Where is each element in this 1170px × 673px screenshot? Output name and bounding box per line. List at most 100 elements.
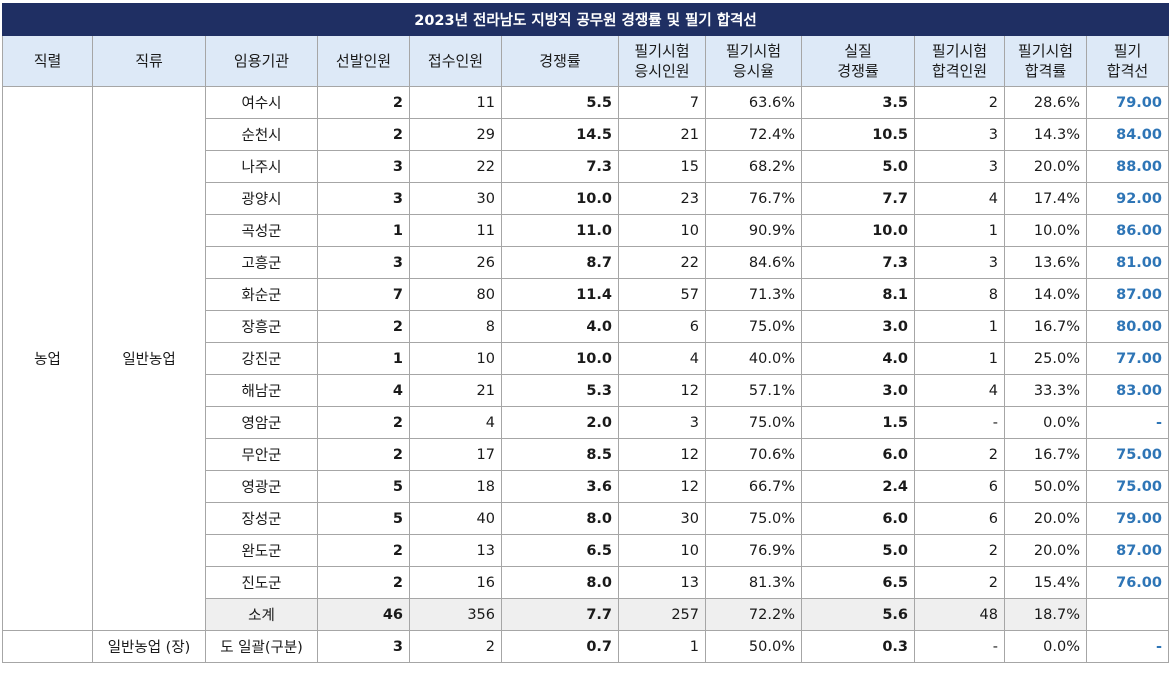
cell-passers: 6 — [914, 502, 1005, 535]
header-category: 직류 — [92, 35, 206, 87]
cell-rate: 4.0 — [501, 310, 619, 343]
cell-applicants: 17 — [409, 438, 502, 471]
cell-takers: 21 — [618, 118, 706, 151]
cell-agency: 해남군 — [205, 374, 318, 407]
cell-pass-ratio: 10.0% — [1004, 214, 1087, 247]
table-row: 곡성군 1 11 11.0 10 90.9% 10.0 1 10.0% 86.00 — [3, 214, 1169, 247]
cell-agency: 여수시 — [205, 86, 318, 119]
table-row: 순천시 2 29 14.5 21 72.4% 10.5 3 14.3% 84.00 — [3, 118, 1169, 151]
cell-agency: 광양시 — [205, 182, 318, 215]
cell-rate: 10.0 — [501, 182, 619, 215]
cell-rate: 7.3 — [501, 150, 619, 183]
cell-pass-ratio: 14.3% — [1004, 118, 1087, 151]
cell-agency: 나주시 — [205, 150, 318, 183]
cell-take-ratio: 72.2% — [705, 598, 802, 631]
cell-real-rate: 1.5 — [801, 406, 915, 439]
cell-agency: 고흥군 — [205, 246, 318, 279]
cell-rate: 0.7 — [501, 630, 619, 663]
cell-cutoff: 79.00 — [1086, 502, 1169, 535]
cell-cutoff: 81.00 — [1086, 246, 1169, 279]
cell-take-ratio: 40.0% — [705, 342, 802, 375]
cell-take-ratio: 76.9% — [705, 534, 802, 567]
cell-agency: 장흥군 — [205, 310, 318, 343]
cell-passers: 2 — [914, 86, 1005, 119]
table-row: 농업 일반농업 여수시 2 11 5.5 7 63.6% 3.5 2 28.6% 79.00 — [2, 86, 1169, 631]
cell-pass-ratio: 15.4% — [1004, 566, 1087, 599]
cell-pass-ratio: 18.7% — [1004, 598, 1087, 631]
cell-take-ratio: 81.3% — [705, 566, 802, 599]
cell-cutoff: 87.00 — [1086, 278, 1169, 311]
cell-takers: 3 — [618, 406, 706, 439]
table-title: 2023년 전라남도 지방직 공무원 경쟁률 및 필기 합격선 — [2, 3, 1169, 36]
cell-agency: 순천시 — [205, 118, 318, 151]
cell-passers: - — [914, 630, 1005, 663]
cell-pass-ratio: 20.0% — [1004, 502, 1087, 535]
cell-applicants: 356 — [409, 598, 502, 631]
cell-cutoff: 88.00 — [1086, 150, 1169, 183]
cell-real-rate: 10.0 — [801, 214, 915, 247]
cell-applicants: 26 — [409, 246, 502, 279]
cell-passers: 2 — [914, 438, 1005, 471]
cell-passers: 2 — [914, 566, 1005, 599]
cell-take-ratio: 84.6% — [705, 246, 802, 279]
cell-applicants: 8 — [409, 310, 502, 343]
cell-takers: 4 — [618, 342, 706, 375]
cell-real-rate: 10.5 — [801, 118, 915, 151]
cell-agency: 도 일괄(구분) — [205, 630, 318, 663]
cell-applicants: 29 — [409, 118, 502, 151]
cell-agency: 무안군 — [205, 438, 318, 471]
cell-applicants: 16 — [409, 566, 502, 599]
cell-take-ratio: 75.0% — [705, 406, 802, 439]
header-cutoff: 필기 합격선 — [1086, 35, 1169, 87]
cell-takers: 15 — [618, 150, 706, 183]
table-row: 고흥군 3 26 8.7 22 84.6% 7.3 3 13.6% 81.00 — [3, 246, 1169, 279]
cell-agency: 장성군 — [205, 502, 318, 535]
cell-cutoff: 87.00 — [1086, 534, 1169, 567]
cell-agency: 곡성군 — [205, 214, 318, 247]
cell-real-rate: 4.0 — [801, 342, 915, 375]
table-row: 장흥군 2 8 4.0 6 75.0% 3.0 1 16.7% 80.00 — [3, 310, 1169, 343]
cell-series: 농업 — [2, 86, 93, 631]
cell-selected: 2 — [317, 86, 410, 119]
cell-real-rate: 5.0 — [801, 534, 915, 567]
cell-real-rate: 0.3 — [801, 630, 915, 663]
cell-take-ratio: 50.0% — [705, 630, 802, 663]
cell-pass-ratio: 13.6% — [1004, 246, 1087, 279]
cell-pass-ratio: 28.6% — [1004, 86, 1087, 119]
cell-pass-ratio: 16.7% — [1004, 310, 1087, 343]
cell-take-ratio: 71.3% — [705, 278, 802, 311]
table-row: 광양시 3 30 10.0 23 76.7% 7.7 4 17.4% 92.00 — [3, 182, 1169, 215]
cell-cutoff: 92.00 — [1086, 182, 1169, 215]
cell-take-ratio: 57.1% — [705, 374, 802, 407]
cell-selected: 3 — [317, 182, 410, 215]
cell-takers: 7 — [618, 86, 706, 119]
cell-takers: 12 — [618, 470, 706, 503]
header-selected: 선발인원 — [317, 35, 410, 87]
cell-selected: 1 — [317, 342, 410, 375]
cell-takers: 257 — [618, 598, 706, 631]
cell-cutoff: 75.00 — [1086, 438, 1169, 471]
cell-agency: 강진군 — [205, 342, 318, 375]
table-body: 농업 일반농업 여수시 2 11 5.5 7 63.6% 3.5 2 28.6% 79.00 순천시 2 2… — [2, 86, 1169, 663]
cell-takers: 12 — [618, 374, 706, 407]
header-pass-ratio: 필기시험 합격률 — [1004, 35, 1087, 87]
cell-rate: 11.0 — [501, 214, 619, 247]
cell-pass-ratio: 17.4% — [1004, 182, 1087, 215]
header-exam-takers: 필기시험 응시인원 — [618, 35, 706, 87]
cell-rate: 2.0 — [501, 406, 619, 439]
cell-takers: 10 — [618, 534, 706, 567]
cell-selected: 3 — [317, 630, 410, 663]
cell-pass-ratio: 0.0% — [1004, 630, 1087, 663]
cell-takers: 30 — [618, 502, 706, 535]
table-row-last: 일반농업 (장) 도 일괄(구분) 3 2 0.7 1 50.0% 0.3-0.0% - — [2, 630, 1169, 663]
cell-agency: 영암군 — [205, 406, 318, 439]
cell-agency: 진도군 — [205, 566, 318, 599]
cell-real-rate: 6.5 — [801, 566, 915, 599]
cell-category: 일반농업 — [92, 86, 206, 631]
cell-cutoff: 84.00 — [1086, 118, 1169, 151]
cell-applicants: 2 — [409, 630, 502, 663]
cell-agency: 소계 — [205, 598, 318, 631]
cell-passers: 2 — [914, 534, 1005, 567]
cell-cutoff: 79.00 — [1086, 86, 1169, 119]
cell-take-ratio: 63.6% — [705, 86, 802, 119]
